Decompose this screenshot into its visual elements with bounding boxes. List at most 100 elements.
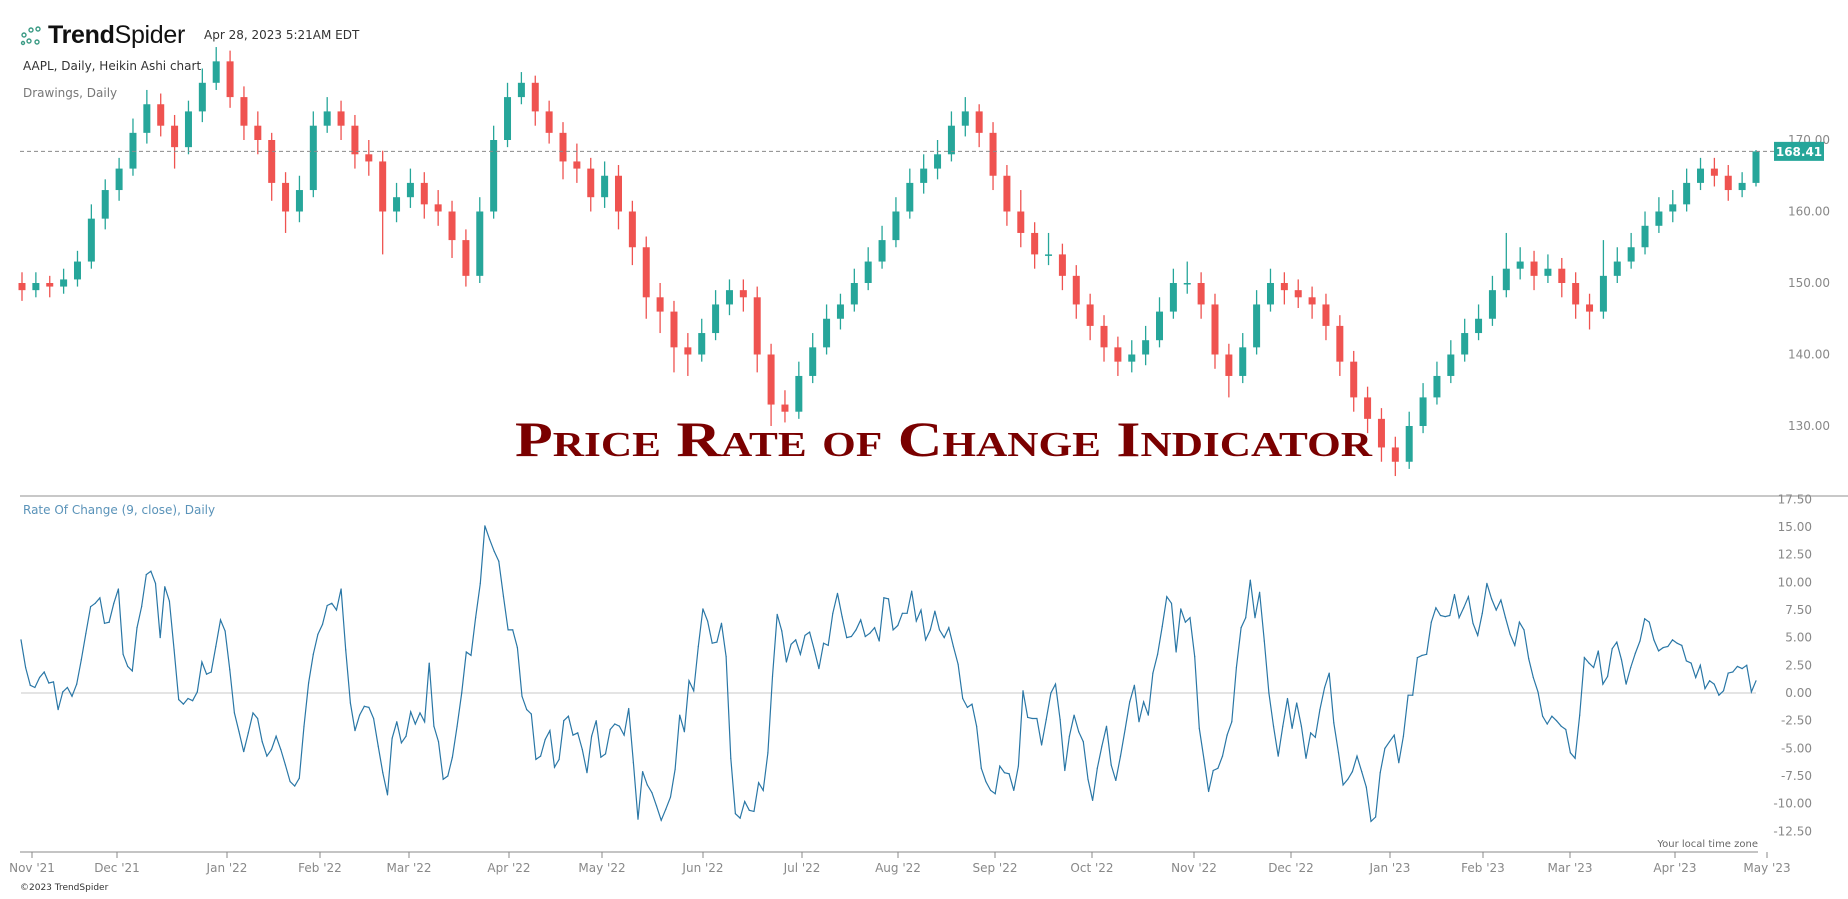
candle: [753, 286, 761, 373]
candle-body: [420, 182, 428, 205]
roc-point: [683, 731, 685, 733]
candle-body: [614, 175, 622, 212]
roc-point: [1750, 691, 1752, 693]
roc-axis-tick-label: -7.50: [1781, 769, 1812, 783]
roc-point: [1736, 665, 1739, 668]
roc-point: [1593, 666, 1595, 669]
candle-body: [337, 111, 345, 126]
roc-axis-tick-label: -2.50: [1781, 714, 1812, 728]
roc-point: [1328, 672, 1330, 674]
roc-axis-tick-label: 10.00: [1778, 575, 1812, 589]
time-axis-tick-label: Jul '22: [783, 861, 821, 875]
overlay-title: Price Rate of Change Indicator: [515, 411, 1373, 467]
roc-point: [623, 734, 625, 736]
candle: [365, 140, 373, 176]
roc-point: [1398, 762, 1400, 764]
candle-body: [1433, 375, 1441, 398]
roc-point: [1709, 680, 1711, 682]
roc-point: [1319, 709, 1321, 711]
roc-point: [201, 661, 203, 663]
symbol-legend[interactable]: AAPL, Daily, Heikin Ashi chart: [23, 59, 202, 73]
candle: [1599, 240, 1607, 319]
candle: [1544, 254, 1552, 283]
candle-body: [1391, 447, 1399, 462]
roc-point: [985, 780, 987, 783]
candle: [1669, 190, 1677, 223]
roc-point: [386, 794, 389, 796]
roc-point: [1509, 633, 1511, 635]
roc-point: [655, 805, 658, 807]
candle-body: [323, 111, 331, 126]
candle: [1364, 386, 1372, 434]
roc-point: [1189, 617, 1191, 619]
roc-point: [962, 697, 964, 700]
roc-point: [326, 604, 328, 607]
roc-point: [1226, 734, 1228, 736]
roc-axis-tick-label: -12.50: [1773, 824, 1812, 838]
roc-point: [252, 712, 254, 714]
roc-point: [1259, 591, 1261, 593]
roc-point: [363, 705, 365, 707]
time-axis-tick-label: Feb '23: [1461, 861, 1505, 875]
roc-point: [1602, 683, 1604, 685]
candle: [268, 132, 276, 201]
roc-point: [892, 629, 894, 631]
roc-point: [1161, 625, 1163, 628]
roc-point: [771, 675, 774, 677]
roc-point: [604, 753, 607, 755]
roc-point: [1421, 654, 1423, 656]
candle: [725, 279, 733, 316]
roc-pane[interactable]: 17.50 15.00 12.50 10.00 7.50 5.00 2.50 0.00 -2.5…: [20, 492, 1812, 838]
time-axis-tick-label: May '23: [1743, 861, 1790, 875]
roc-point: [437, 741, 440, 743]
timezone-note[interactable]: Your local time zone: [1657, 839, 1758, 850]
roc-point: [1263, 640, 1265, 642]
brand-logo[interactable]: TrendSpider: [20, 21, 185, 50]
roc-point: [818, 668, 820, 670]
roc-point: [1031, 717, 1033, 720]
roc-axis-tick-label: 5.00: [1785, 631, 1812, 645]
candle: [1752, 150, 1760, 187]
roc-point: [1444, 616, 1446, 618]
roc-point: [62, 691, 64, 693]
candle: [379, 150, 387, 255]
candle-body: [906, 182, 914, 212]
roc-point: [94, 602, 96, 604]
roc-point: [1467, 596, 1469, 598]
candle: [1100, 315, 1108, 362]
candle: [1197, 272, 1205, 319]
roc-point: [461, 692, 463, 694]
roc-point: [609, 728, 611, 731]
candle-body: [1072, 275, 1080, 305]
roc-point: [591, 735, 593, 737]
roc-point: [507, 629, 509, 631]
candle: [698, 318, 706, 362]
roc-point: [1286, 697, 1289, 700]
candle-body: [1086, 304, 1094, 326]
candle: [1253, 290, 1261, 355]
drawings-legend[interactable]: Drawings, Daily: [23, 86, 118, 100]
candle: [1003, 165, 1011, 226]
roc-point: [1254, 617, 1256, 619]
candle: [115, 157, 123, 201]
roc-indicator-legend[interactable]: Rate Of Change (9, close), Daily: [23, 503, 216, 517]
time-axis[interactable]: Nov '21 Dec '21 Jan '22 Feb '22 Mar '22 Apr '…: [9, 851, 1791, 875]
roc-point: [660, 819, 662, 821]
candle-body: [1128, 354, 1136, 362]
candle: [934, 140, 942, 180]
roc-point: [1003, 772, 1006, 774]
roc-axis-tick-label: 12.50: [1778, 548, 1812, 562]
candle: [1225, 343, 1233, 398]
candle: [601, 161, 609, 208]
roc-point: [1333, 722, 1335, 724]
roc-point: [396, 721, 398, 723]
candle-body: [448, 211, 456, 241]
time-axis-tick-label: Mar '22: [386, 861, 431, 875]
candle-body: [254, 125, 262, 140]
roc-point: [1551, 715, 1553, 717]
roc-point: [989, 789, 992, 792]
roc-point: [920, 609, 922, 611]
candle: [795, 361, 803, 419]
roc-point: [948, 627, 950, 629]
